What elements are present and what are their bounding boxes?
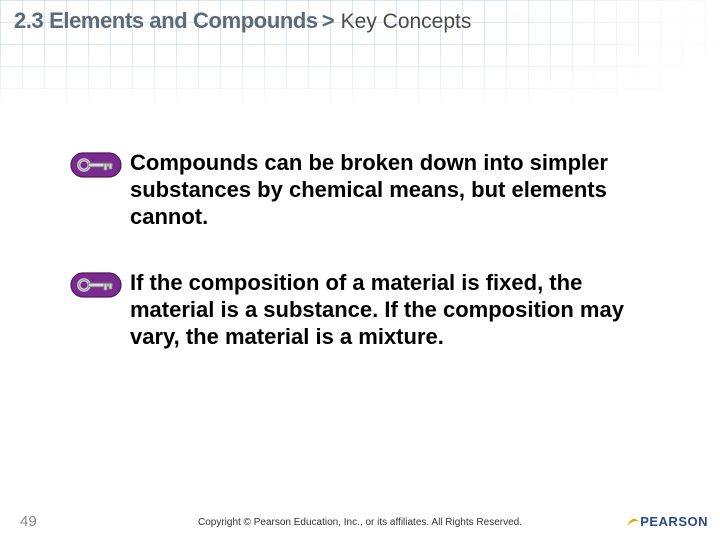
section-label: 2.3 Elements and Compounds xyxy=(14,8,318,34)
slide-title: Key Concepts xyxy=(341,10,472,34)
pearson-swoosh-icon xyxy=(626,516,640,530)
header-line: 2.3 Elements and Compounds > Key Concept… xyxy=(14,8,700,34)
concept-text: Compounds can be broken down into simple… xyxy=(130,150,660,230)
concept-text: If the composition of a material is fixe… xyxy=(130,270,660,350)
slide: 2.3 Elements and Compounds > Key Concept… xyxy=(0,0,720,540)
key-icon xyxy=(70,152,122,183)
copyright-text: Copyright © Pearson Education, Inc., or … xyxy=(0,517,720,528)
key-icon xyxy=(70,272,122,303)
content-area: Compounds can be broken down into simple… xyxy=(70,150,660,391)
chevron-icon: > xyxy=(322,8,335,34)
pearson-logo: PEARSON xyxy=(626,514,708,530)
key-concept-item: Compounds can be broken down into simple… xyxy=(70,150,660,230)
key-concept-item: If the composition of a material is fixe… xyxy=(70,270,660,350)
pearson-logo-text: PEARSON xyxy=(640,514,708,529)
